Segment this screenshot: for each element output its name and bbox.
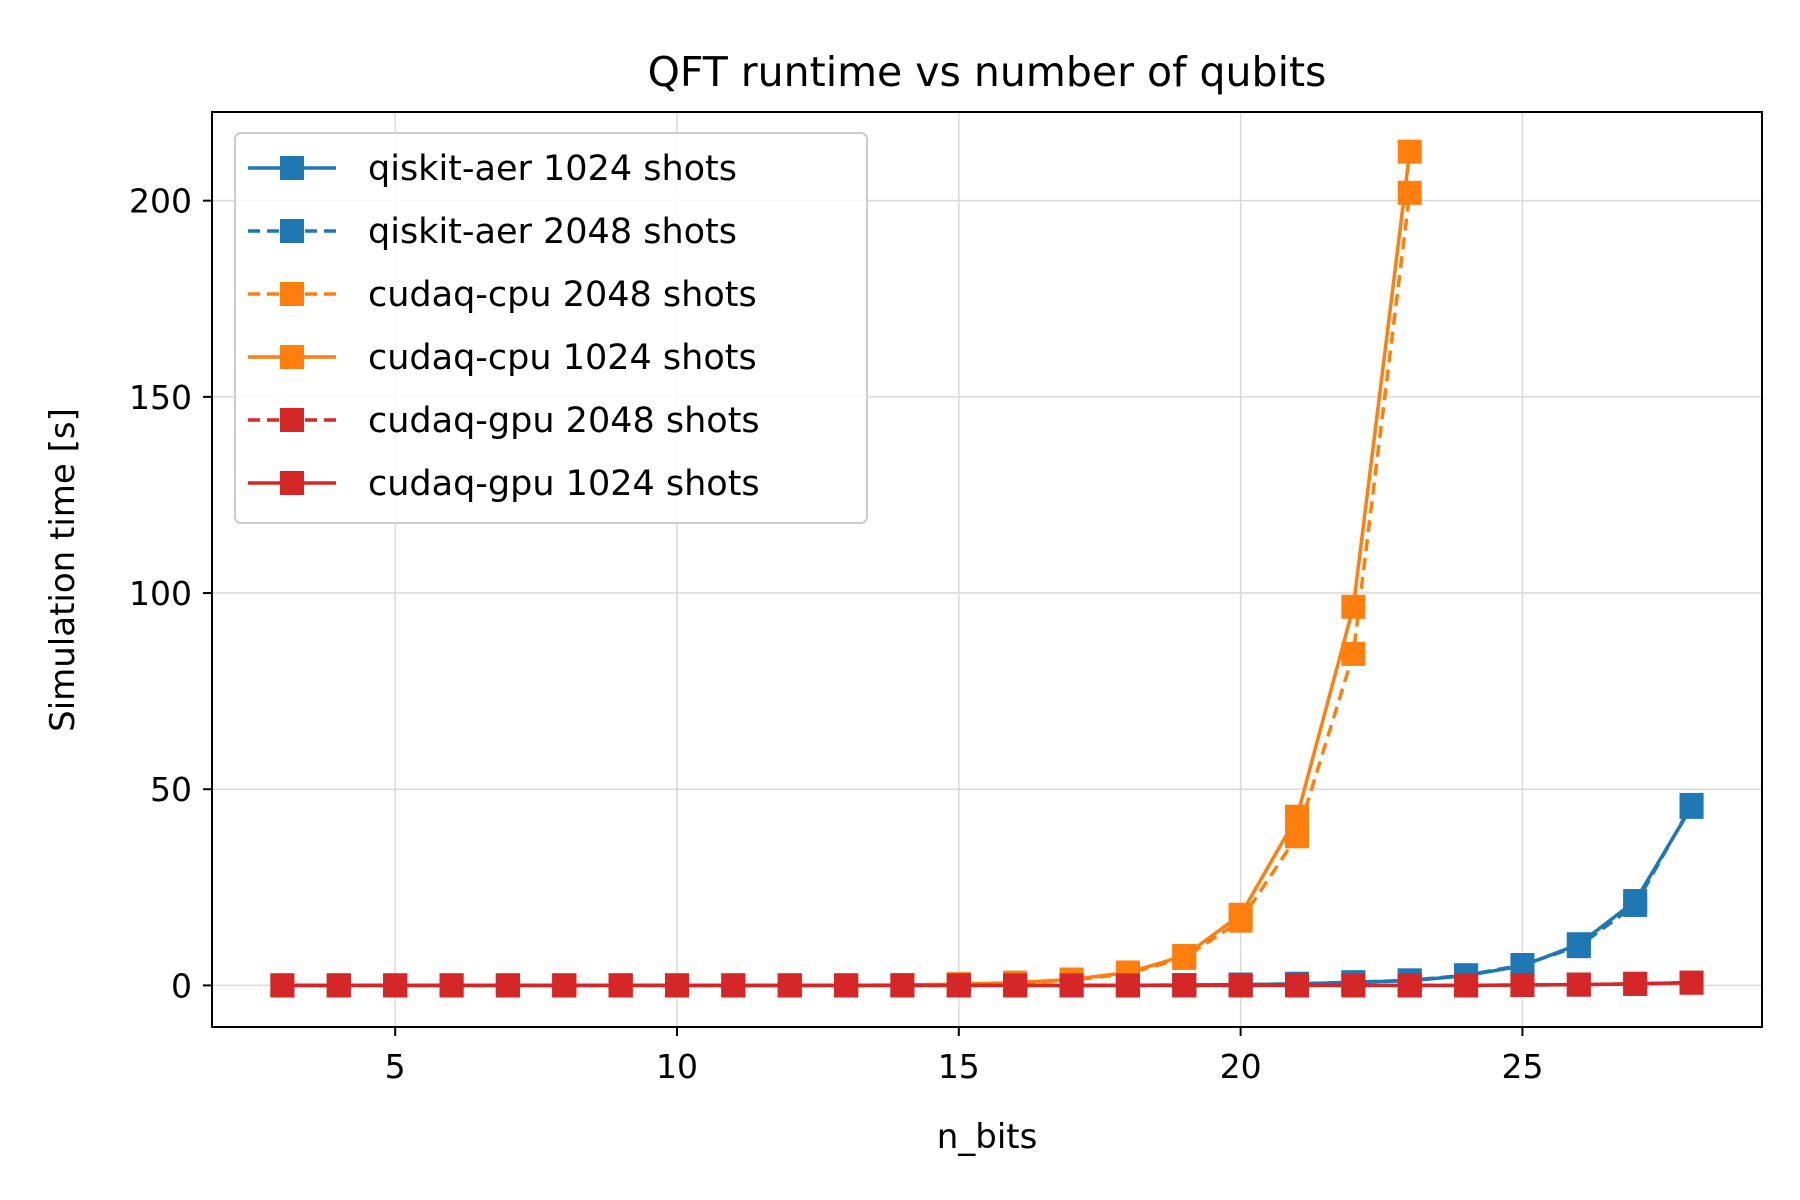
data-point (439, 973, 464, 998)
data-point (1228, 973, 1253, 998)
y-tick-label: 200 (129, 182, 192, 221)
legend-marker-swatch (280, 471, 304, 495)
data-point (1285, 804, 1309, 829)
y-tick-label: 0 (171, 966, 192, 1005)
data-point (1454, 973, 1479, 998)
legend: qiskit-aer 1024 shots qiskit-aer 2048 sho… (234, 132, 868, 524)
data-point (1510, 973, 1535, 998)
data-point (1115, 973, 1140, 998)
data-point (1397, 139, 1422, 164)
y-tick-label: 100 (129, 574, 192, 613)
data-point (1623, 971, 1648, 996)
data-point (326, 973, 351, 998)
x-tick-label: 25 (1501, 1047, 1543, 1086)
legend-item: cudaq-cpu 2048 shots (248, 275, 757, 315)
legend-item: cudaq-gpu 2048 shots (248, 401, 760, 441)
data-point (1679, 792, 1704, 817)
data-point (834, 973, 859, 998)
data-point (1566, 934, 1591, 959)
legend-label: cudaq-gpu 1024 shots (368, 464, 760, 504)
legend-marker-swatch (280, 408, 304, 432)
x-tick-label: 10 (656, 1047, 698, 1086)
y-axis-label: Simulation time [s] (43, 408, 83, 732)
data-point (665, 973, 689, 998)
data-point (270, 973, 295, 998)
data-point (1341, 594, 1366, 619)
data-point (1566, 972, 1591, 997)
tick-layer: 5 10 15 20 25 0 50 100 150 200 (129, 182, 1543, 1086)
data-point (1228, 902, 1253, 927)
legend-label: cudaq-cpu 1024 shots (368, 338, 757, 378)
legend-label: cudaq-cpu 2048 shots (368, 275, 757, 315)
x-tick-label: 15 (938, 1047, 980, 1086)
legend-item: cudaq-cpu 1024 shots (248, 338, 757, 378)
data-point (383, 973, 408, 998)
data-point (1341, 641, 1366, 666)
legend-label: qiskit-aer 2048 shots (368, 212, 737, 252)
data-point (1397, 180, 1422, 205)
legend-item: qiskit-aer 1024 shots (248, 149, 737, 189)
series-layer (270, 139, 1704, 998)
y-tick-label: 50 (150, 770, 192, 809)
data-point (552, 973, 577, 998)
data-point (1341, 973, 1366, 998)
x-tick-label: 5 (385, 1047, 406, 1086)
data-point (1003, 973, 1028, 998)
axes-frame (211, 111, 1763, 1028)
legend-marker-swatch (280, 156, 304, 180)
data-point (1679, 970, 1704, 995)
legend-marker-swatch (280, 345, 304, 369)
series-5 (270, 970, 1704, 998)
legend-box (234, 132, 868, 524)
data-point (1172, 943, 1197, 968)
legend-marker-swatch (280, 219, 304, 243)
data-point (1623, 892, 1648, 917)
data-point (1285, 973, 1309, 998)
data-point (1397, 973, 1422, 998)
data-point (777, 973, 802, 998)
chart-title: QFT runtime vs number of qubits (648, 48, 1327, 96)
data-point (495, 973, 520, 998)
legend-marker-swatch (280, 282, 304, 306)
y-tick-label: 150 (129, 378, 192, 417)
x-tick-label: 20 (1220, 1047, 1262, 1086)
data-point (608, 973, 633, 998)
legend-label: cudaq-gpu 2048 shots (368, 401, 760, 441)
data-point (890, 973, 915, 998)
data-point (1172, 973, 1197, 998)
data-point (946, 973, 971, 998)
data-point (721, 973, 746, 998)
legend-item: cudaq-gpu 1024 shots (248, 464, 760, 504)
data-point (1059, 973, 1084, 998)
legend-item: qiskit-aer 2048 shots (248, 212, 737, 252)
x-axis-label: n_bits (937, 1117, 1038, 1157)
data-point (1510, 953, 1535, 978)
legend-label: qiskit-aer 1024 shots (368, 149, 737, 189)
